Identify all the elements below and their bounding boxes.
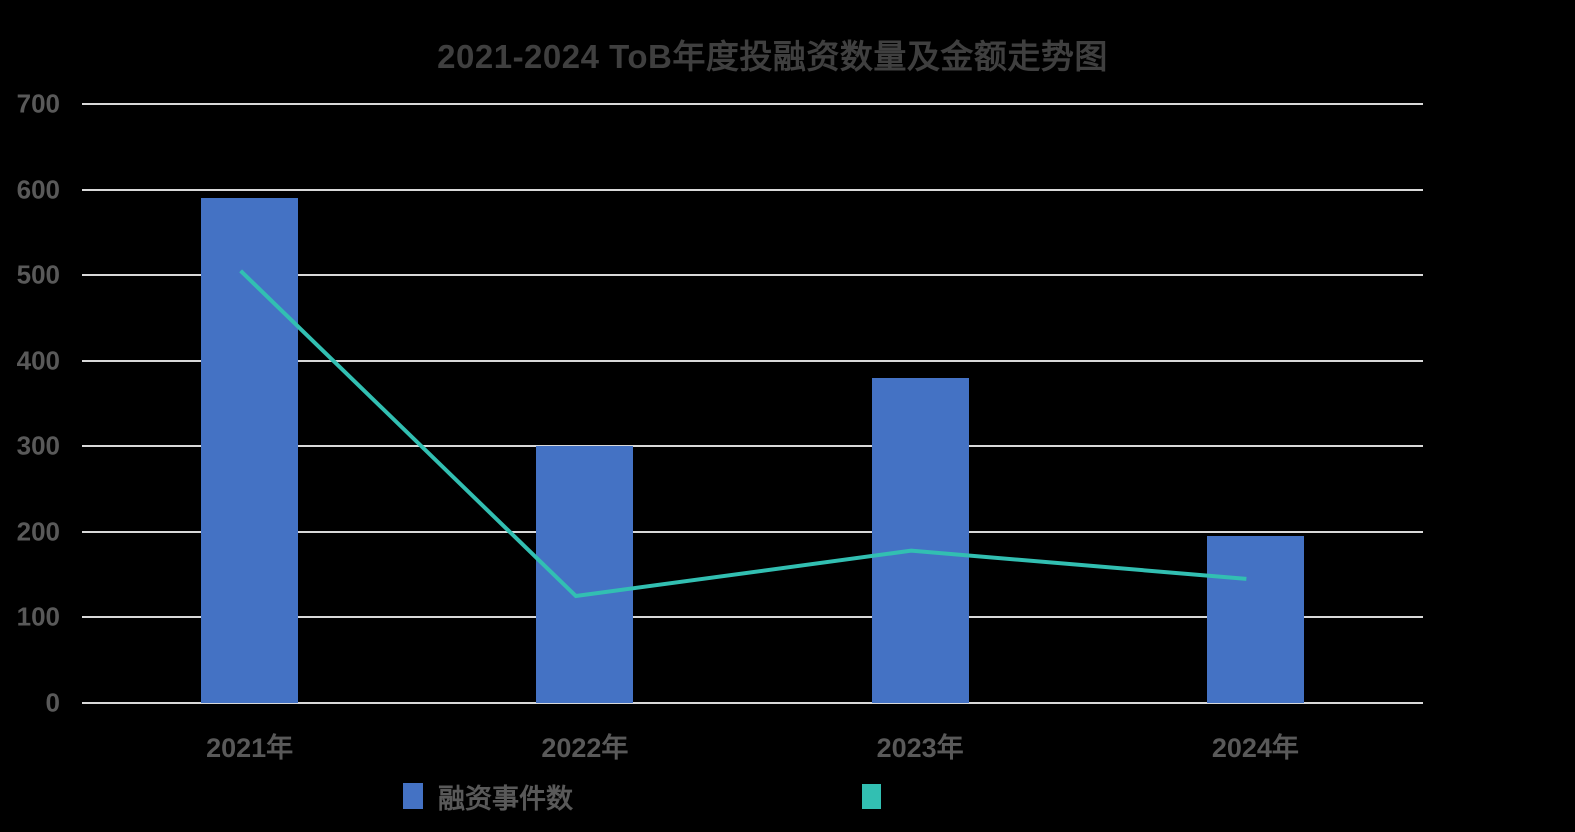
- legend-swatch-bar: [403, 783, 423, 809]
- bar-2024年: [1206, 536, 1304, 703]
- chart-title: 2021-2024 ToB年度投融资数量及金额走势图: [437, 38, 1108, 75]
- x-tick-label-2021年: 2021年: [206, 733, 294, 763]
- y-tick-label: 400: [16, 345, 60, 376]
- y-tick-label: 100: [16, 601, 60, 632]
- y-tick-label: 0: [45, 687, 60, 718]
- y-tick-label: 200: [16, 516, 60, 547]
- x-tick-label-2023年: 2023年: [876, 733, 964, 763]
- y-tick-label: 600: [16, 174, 60, 205]
- legend-swatch-line: [862, 783, 881, 809]
- legend-item-bar-series: 融资事件数: [403, 781, 573, 814]
- legend-label-bar-series: 融资事件数: [438, 783, 573, 814]
- y-tick-label: 700: [16, 88, 60, 119]
- bar-2021年: [201, 198, 299, 703]
- y-tick-label: 300: [16, 430, 60, 461]
- legend-item-line-series: [862, 781, 896, 811]
- trend-line: [239, 269, 1247, 599]
- bar-2022年: [536, 446, 634, 703]
- y-tick-label: 500: [16, 259, 60, 290]
- gridline: [82, 702, 1423, 704]
- bar-2023年: [871, 377, 969, 703]
- gridline: [82, 103, 1423, 105]
- x-tick-label-2024年: 2024年: [1211, 733, 1299, 763]
- gridline: [82, 188, 1423, 191]
- gridline: [82, 616, 1423, 619]
- x-tick-label-2022年: 2022年: [541, 733, 629, 763]
